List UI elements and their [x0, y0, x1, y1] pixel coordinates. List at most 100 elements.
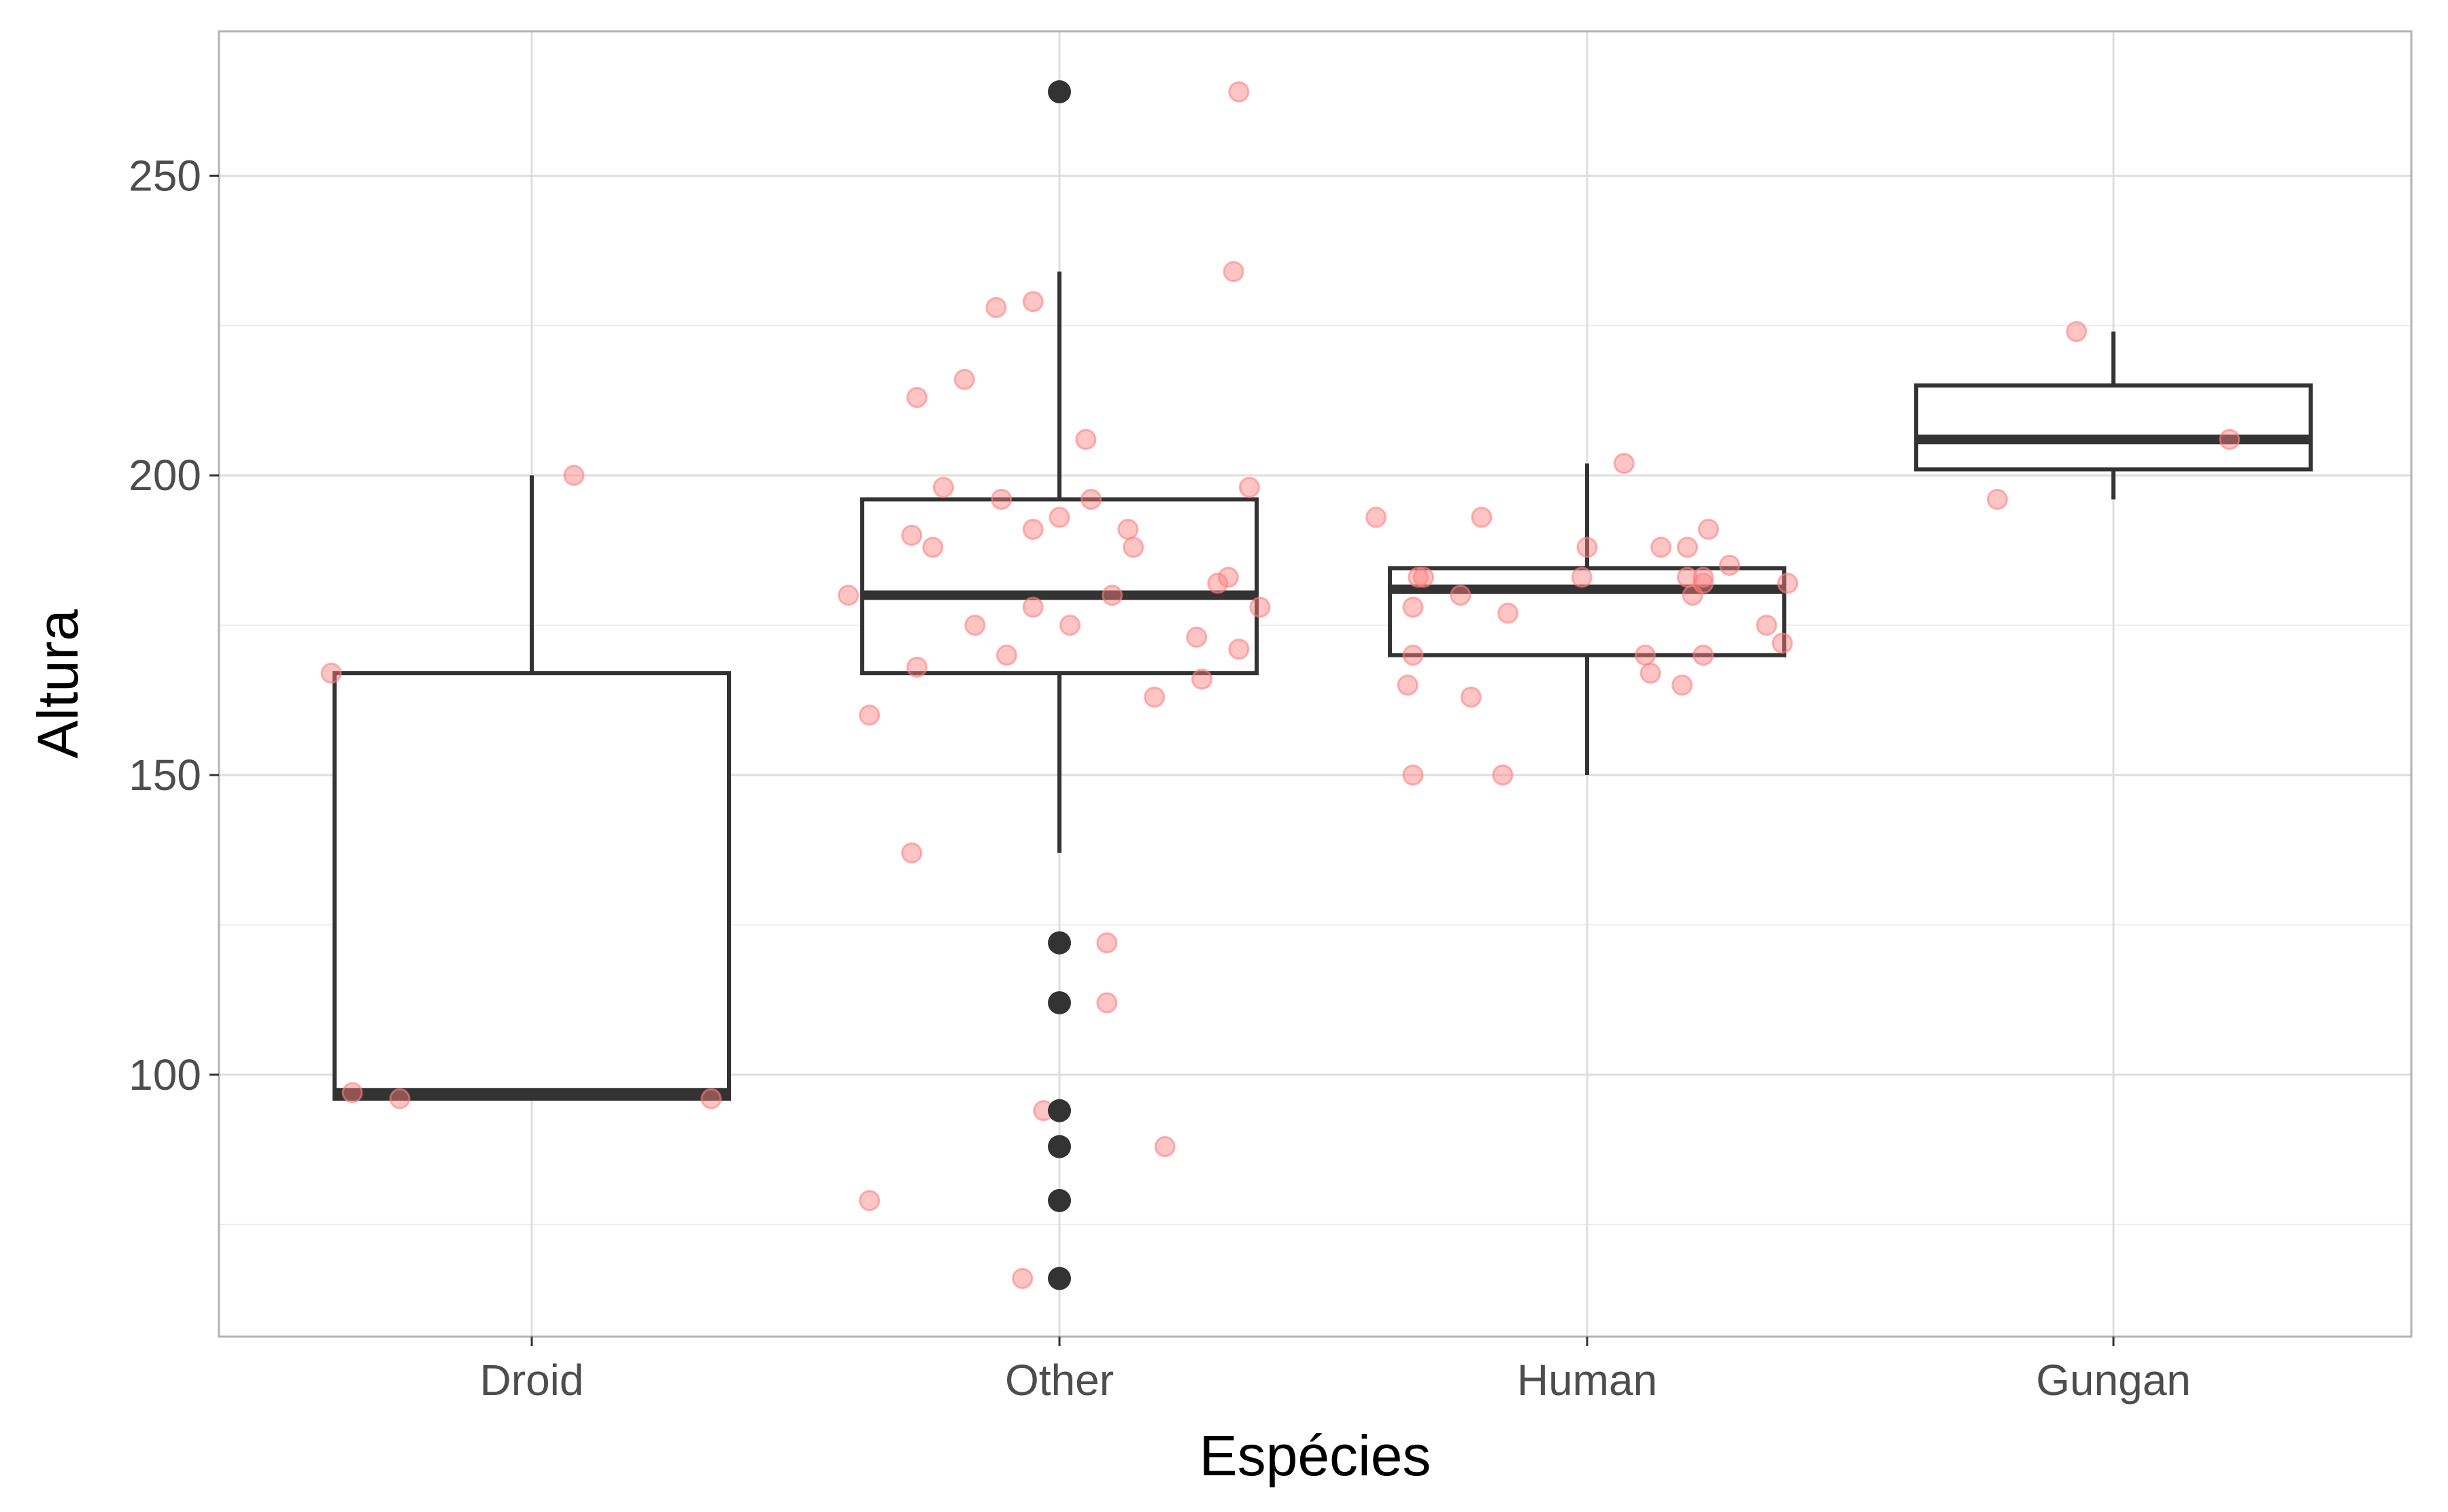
- jitter-point: [859, 704, 881, 726]
- jitter-point: [1402, 596, 1424, 618]
- y-tick-label: 200: [129, 451, 201, 500]
- jitter-point: [1186, 626, 1208, 648]
- jitter-point: [1639, 662, 1661, 684]
- panel-border: [218, 30, 2413, 1338]
- jitter-point: [1492, 764, 1514, 786]
- jitter-point: [1096, 992, 1118, 1014]
- jitter-point: [1777, 572, 1799, 594]
- jitter-point: [922, 536, 944, 558]
- jitter-point: [1671, 674, 1693, 696]
- jitter-point: [964, 615, 986, 636]
- jitter-point: [1123, 536, 1144, 558]
- jitter-point: [1756, 615, 1778, 636]
- jitter-point: [838, 585, 860, 606]
- y-tick-label: 250: [129, 151, 201, 200]
- outlier-point: [1048, 1188, 1071, 1212]
- jitter-point: [1693, 645, 1714, 666]
- jitter-point: [1986, 488, 2008, 510]
- jitter-point: [1576, 536, 1598, 558]
- jitter-point: [1191, 668, 1213, 690]
- x-axis-title: Espécies: [1200, 1424, 1431, 1488]
- jitter-point: [901, 524, 923, 546]
- jitter-point: [341, 1082, 363, 1103]
- jitter-point: [1613, 453, 1635, 475]
- box-gungan: [1914, 331, 2313, 500]
- jitter-point: [1022, 596, 1044, 618]
- jitter-point: [1450, 585, 1472, 606]
- jitter-point: [1228, 638, 1250, 660]
- jitter-point: [1771, 632, 1793, 654]
- x-axis-ticks: Droid Other Human Gungan: [480, 1337, 2191, 1405]
- jitter-point: [563, 464, 585, 486]
- jitter-point: [1471, 506, 1493, 528]
- jitter-point: [901, 842, 923, 864]
- jitter-point: [1217, 566, 1239, 588]
- jitter-point: [1022, 291, 1044, 313]
- jitter-point: [1719, 554, 1741, 576]
- jitter-point: [2219, 428, 2241, 450]
- box-human: [1388, 463, 1786, 775]
- jitter-points-layer: [320, 81, 2241, 1289]
- jitter-point: [932, 477, 954, 498]
- jitter-point: [1365, 506, 1387, 528]
- jitter-point: [1397, 674, 1418, 696]
- jitter-point: [1571, 566, 1593, 588]
- y-axis-title: Altura: [26, 609, 90, 759]
- jitter-point: [1460, 686, 1482, 708]
- box-iqr: [1388, 566, 1786, 657]
- outliers-layer: [1048, 80, 1071, 1290]
- x-tick-label: Other: [1005, 1356, 1114, 1405]
- jitter-point: [1634, 645, 1656, 666]
- jitter-point: [906, 387, 928, 409]
- jitter-point: [1154, 1136, 1176, 1158]
- jitter-point: [906, 656, 928, 678]
- outlier-point: [1048, 1267, 1071, 1290]
- jitter-point: [1497, 602, 1519, 624]
- jitter-point: [320, 662, 342, 684]
- jitter-point: [1059, 615, 1081, 636]
- x-tick-label: Human: [1517, 1356, 1657, 1405]
- jitter-point: [1682, 585, 1703, 606]
- jitter-point: [389, 1088, 411, 1110]
- jitter-point: [1676, 536, 1698, 558]
- jitter-point: [1228, 81, 1250, 103]
- jitter-point: [1697, 519, 1719, 540]
- jitter-point: [1075, 428, 1097, 450]
- jitter-point: [1012, 1267, 1034, 1289]
- jitter-point: [1022, 519, 1044, 540]
- jitter-point: [953, 368, 975, 390]
- jitter-point: [1049, 506, 1070, 528]
- jitter-point: [1650, 536, 1672, 558]
- jitter-point: [2066, 321, 2088, 343]
- x-tick-label: Droid: [480, 1356, 584, 1405]
- box-iqr: [1914, 383, 2313, 472]
- jitter-point: [1412, 566, 1434, 588]
- jitter-point: [996, 645, 1017, 666]
- jitter-point: [1207, 572, 1229, 594]
- jitter-point: [1096, 932, 1118, 954]
- jitter-point: [859, 1190, 881, 1212]
- jitter-point: [1144, 686, 1166, 708]
- y-tick-label: 100: [129, 1050, 201, 1099]
- outlier-point: [1048, 80, 1071, 104]
- jitter-point: [991, 488, 1013, 510]
- outlier-point: [1048, 1099, 1071, 1122]
- jitter-point: [1117, 519, 1139, 540]
- x-tick-label: Gungan: [2036, 1356, 2191, 1405]
- jitter-point: [700, 1088, 722, 1110]
- jitter-point: [1238, 477, 1260, 498]
- jitter-point: [985, 296, 1007, 318]
- outlier-point: [1048, 931, 1071, 955]
- jitter-point: [1102, 585, 1123, 606]
- box-droid: [333, 475, 731, 1101]
- jitter-point: [1402, 764, 1424, 786]
- jitter-point: [1223, 260, 1244, 282]
- jitter-point: [1693, 566, 1714, 588]
- jitter-point: [1402, 645, 1424, 666]
- outlier-point: [1048, 1135, 1071, 1158]
- y-axis-ticks: 100 150 200 250: [129, 151, 219, 1099]
- box-iqr: [333, 671, 731, 1101]
- outlier-point: [1048, 991, 1071, 1014]
- jitter-point: [1249, 596, 1271, 618]
